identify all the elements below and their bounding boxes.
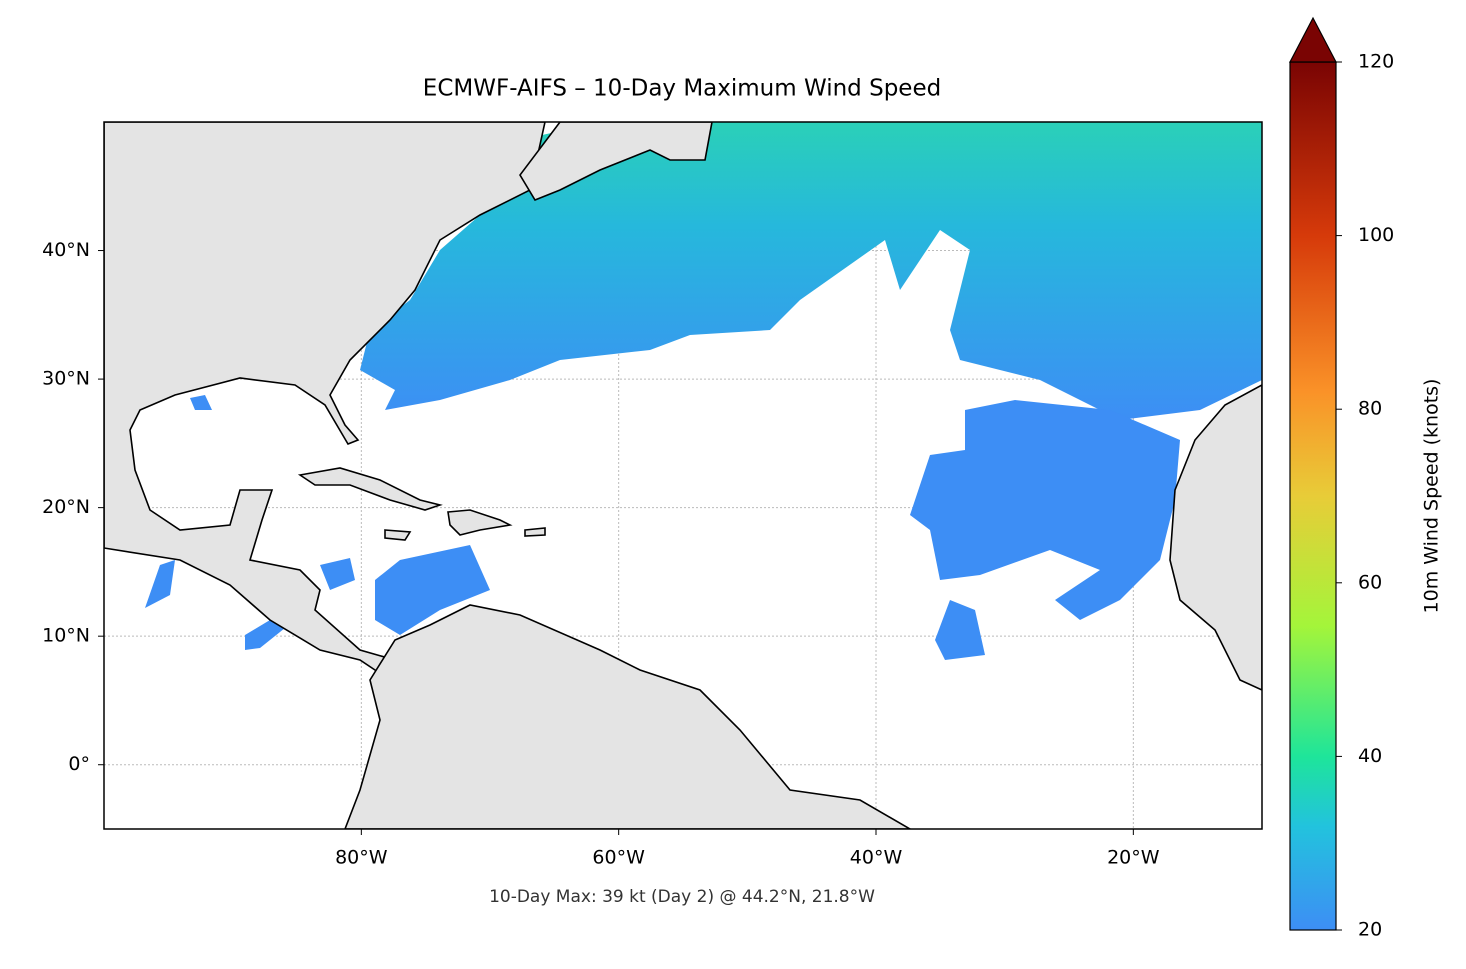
wind-field: [190, 395, 212, 410]
wind-field: [935, 600, 985, 660]
y-tick-label: 30°N: [42, 368, 90, 390]
land: [447, 509, 513, 536]
colorbar-tick-label: 20: [1358, 919, 1382, 941]
land: [1169, 384, 1262, 691]
wind-field: [360, 122, 1262, 420]
colorbar-tick-label: 60: [1358, 571, 1382, 593]
colorbar-tick-label: 40: [1358, 745, 1382, 767]
wind-field: [910, 400, 1180, 620]
wind-field: [245, 620, 285, 650]
annotation: 10-Day Max: 39 kt (Day 2) @ 44.2°N, 21.8…: [489, 887, 875, 907]
x-tick-label: 40°W: [850, 847, 903, 869]
colorbar: 20 40 60 80 100 120: [1289, 16, 1394, 941]
colorbar-tick-label: 80: [1358, 398, 1382, 420]
y-tick-label: 0°: [68, 753, 90, 775]
x-tick-label: 60°W: [592, 847, 645, 869]
y-tick-label: 10°N: [42, 625, 90, 647]
chart-title: ECMWF-AIFS – 10-Day Maximum Wind Speed: [423, 76, 941, 102]
land: [297, 467, 443, 511]
colorbar-label: 10m Wind Speed (knots): [1421, 379, 1443, 614]
colorbar-extend: [1289, 16, 1337, 63]
land: [519, 122, 713, 201]
land: [104, 122, 546, 682]
map-area: [104, 122, 1262, 829]
y-tick-label: 40°N: [42, 239, 90, 261]
wind-field: [145, 560, 175, 608]
map-frame: [103, 121, 1263, 830]
y-tick-label: 20°N: [42, 496, 90, 518]
colorbar-tick-label: 100: [1358, 224, 1394, 246]
land: [384, 529, 412, 541]
colorbar-bar: [1289, 61, 1337, 931]
wind-field: [375, 545, 490, 635]
x-tick-label: 80°W: [335, 847, 388, 869]
land: [524, 527, 546, 537]
wind-field: [320, 558, 355, 590]
land: [344, 604, 912, 829]
colorbar-tick-label: 120: [1358, 51, 1394, 73]
x-tick-label: 20°W: [1107, 847, 1160, 869]
